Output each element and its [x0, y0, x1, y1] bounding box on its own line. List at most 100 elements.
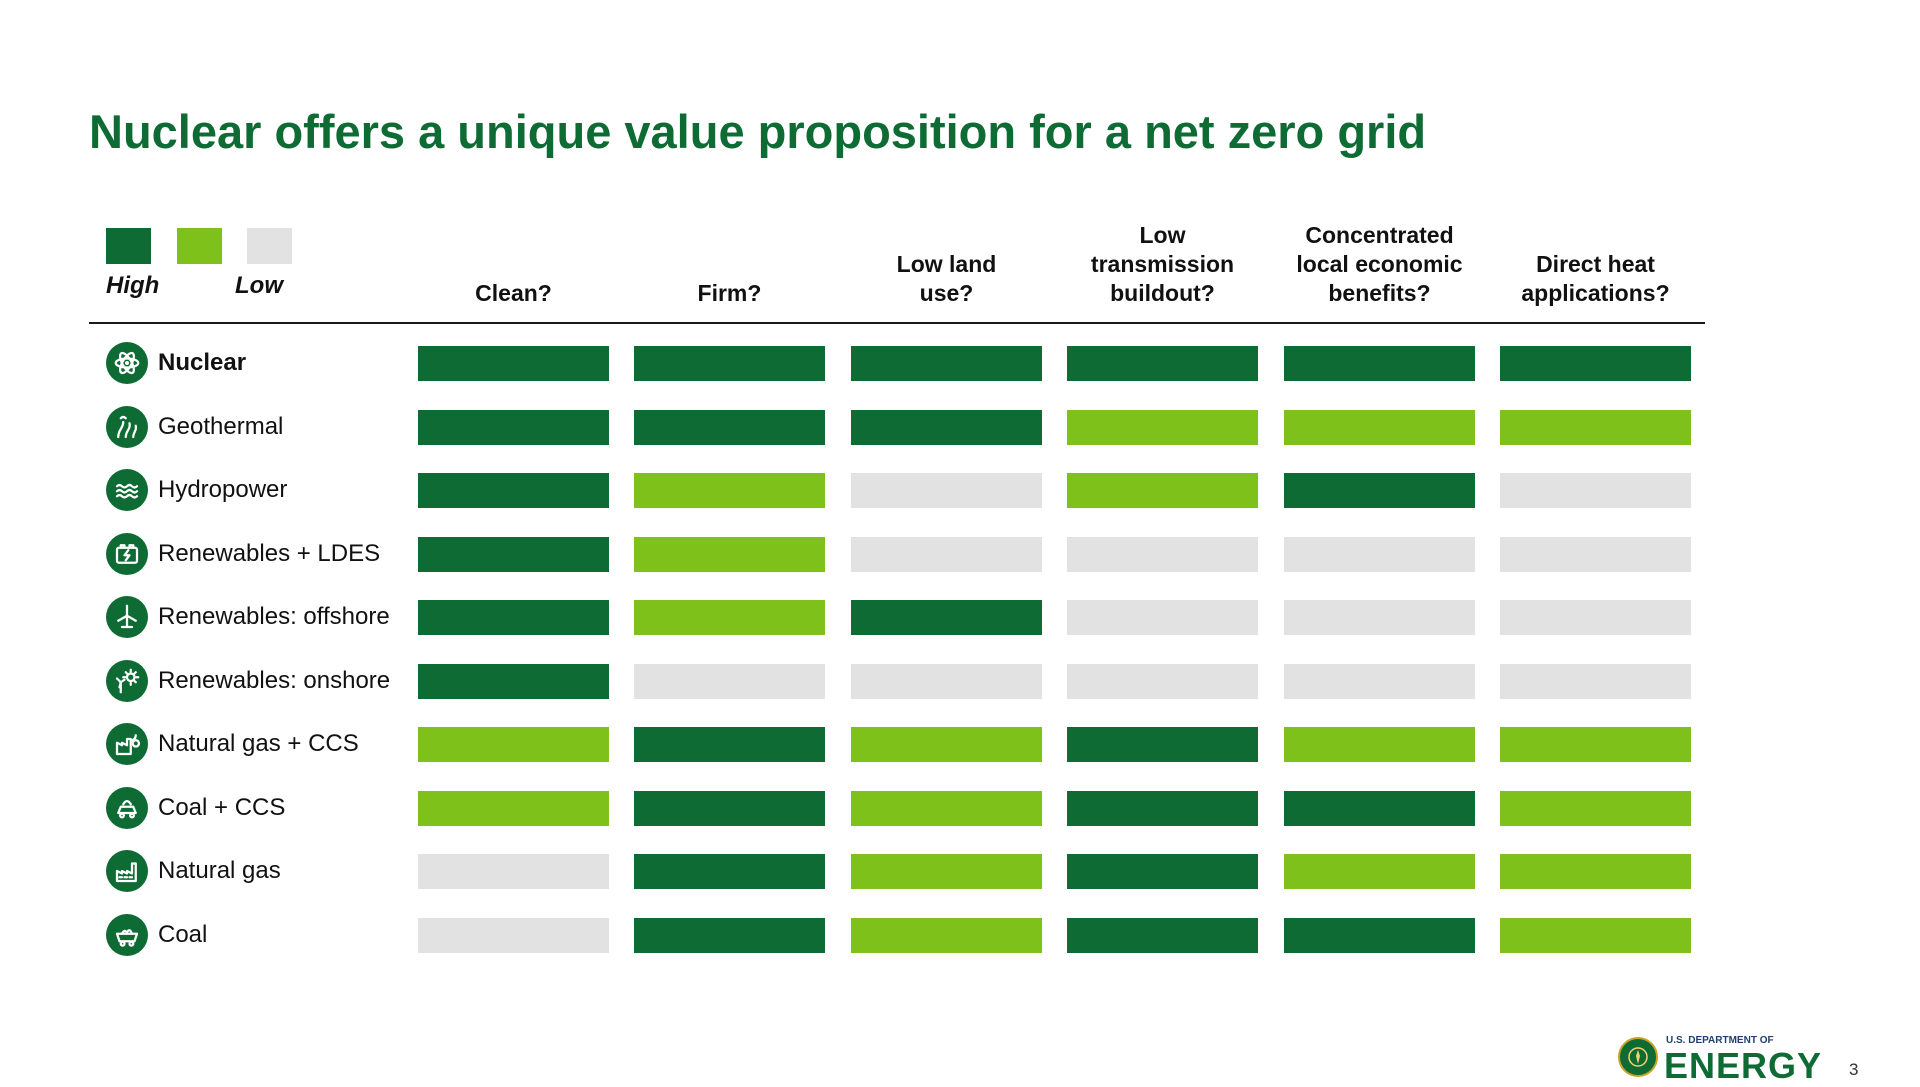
atom-icon — [106, 342, 148, 384]
doe-logo: U.S. DEPARTMENT OF ENERGY — [1618, 1031, 1821, 1086]
rating-cell — [418, 473, 609, 508]
rating-cell — [634, 790, 825, 826]
rating-cell — [1067, 536, 1258, 572]
coal-cart-icon — [106, 913, 148, 956]
rating-cell — [634, 346, 825, 381]
rating-cell — [1284, 600, 1475, 635]
row-label: Coal + CCS — [106, 785, 285, 831]
rating-cell — [1067, 600, 1258, 635]
legend-label-low: Low — [235, 272, 283, 299]
water-waves-icon — [106, 469, 148, 511]
factory-icon — [106, 850, 148, 892]
row-label-text: Renewables: onshore — [158, 666, 391, 694]
rating-cell — [1500, 346, 1691, 381]
rating-cell — [418, 727, 609, 762]
page-number: 3 — [1849, 1060, 1859, 1079]
row-label: Renewables + LDES — [106, 531, 380, 577]
coal-ccs-icon — [106, 786, 148, 829]
legend-swatch-high — [106, 228, 151, 264]
column-header: Firm? — [697, 280, 762, 306]
rating-cell — [418, 917, 609, 953]
rating-cell — [634, 600, 825, 635]
rating-cell — [1067, 663, 1258, 699]
rating-cell — [1067, 727, 1258, 762]
doe-logo-top-text: U.S. DEPARTMENT OF — [1666, 1035, 1774, 1046]
header-divider — [89, 322, 1705, 324]
row-label-text: Coal + CCS — [158, 793, 286, 821]
rating-cell — [851, 600, 1042, 635]
rating-cell — [418, 536, 609, 572]
column-header: Direct heat applications? — [1521, 251, 1670, 306]
row-label-text: Natural gas — [158, 857, 281, 884]
rating-cell — [851, 854, 1042, 889]
row-label-text: Renewables + LDES — [158, 539, 381, 567]
row-label: Nuclear — [106, 340, 246, 386]
row-label-text: Coal — [158, 920, 208, 948]
row-label: Natural gas — [106, 848, 281, 894]
column-headers: Clean? Firm? Low land use? Low transmission… — [0, 200, 1920, 308]
page-title: Nuclear offers a unique value propositio… — [89, 105, 1427, 158]
rating-cell — [1284, 854, 1475, 889]
rating-cell — [1284, 727, 1475, 762]
rating-cell — [1284, 473, 1475, 508]
rating-cell — [1284, 346, 1475, 381]
row-label-text: Hydropower — [158, 476, 288, 503]
rating-cell — [418, 346, 609, 381]
row-label-text: Renewables: offshore — [158, 603, 390, 630]
rating-cell — [1284, 409, 1475, 445]
rating-cell — [634, 917, 825, 953]
rating-cell — [1284, 790, 1475, 826]
rating-cell — [418, 409, 609, 445]
row-label: Coal — [106, 912, 207, 958]
row-label: Renewables: offshore — [106, 594, 390, 640]
rating-cell — [1500, 727, 1691, 762]
legend-swatch-medium — [177, 228, 222, 264]
rating-cell — [851, 473, 1042, 508]
row-label-text: Nuclear — [158, 349, 247, 376]
rating-cell — [418, 600, 609, 635]
rating-cell — [1500, 663, 1691, 699]
rating-cell — [634, 727, 825, 762]
column-header: Clean? — [475, 280, 552, 306]
column-header: Concentrated local economic benefits? — [1296, 222, 1463, 306]
battery-icon — [106, 532, 148, 575]
column-header: Low land use? — [896, 251, 997, 306]
rating-cell — [1067, 854, 1258, 889]
rating-cell — [1500, 854, 1691, 889]
rating-cell — [851, 663, 1042, 699]
rating-cell — [1284, 663, 1475, 699]
rating-cell — [418, 854, 609, 889]
rating-cell — [418, 663, 609, 699]
rating-cell — [634, 854, 825, 889]
legend-label-high: High — [106, 272, 160, 299]
rating-cell — [851, 409, 1042, 445]
rating-cell — [1500, 917, 1691, 953]
row-label-text: Natural gas + CCS — [158, 730, 359, 757]
column-header: Low transmission buildout? — [1090, 222, 1235, 306]
row-label: Renewables: onshore — [106, 658, 390, 704]
legend: High Low — [106, 228, 306, 308]
rating-cell — [1067, 346, 1258, 381]
row-label: Natural gas + CCS — [106, 721, 359, 767]
rating-cell — [851, 727, 1042, 762]
rating-cell — [1500, 473, 1691, 508]
rating-cell — [1067, 790, 1258, 826]
wind-solar-icon — [106, 659, 148, 702]
row-label: Geothermal — [106, 404, 283, 450]
rating-cell — [634, 663, 825, 699]
rating-cell — [1500, 790, 1691, 826]
rating-cell — [851, 536, 1042, 572]
rating-cell — [418, 790, 609, 826]
rating-cell — [851, 917, 1042, 953]
rating-cell — [1500, 409, 1691, 445]
rating-cell — [1500, 600, 1691, 635]
rating-cell — [1500, 536, 1691, 572]
rating-cell — [1067, 473, 1258, 508]
rating-cell — [1067, 917, 1258, 953]
geothermal-icon — [106, 405, 148, 448]
rating-cell — [1067, 409, 1258, 445]
wind-turbine-icon — [106, 596, 148, 638]
rating-cell — [634, 473, 825, 508]
rating-cell — [634, 409, 825, 445]
legend-swatch-low — [247, 228, 292, 264]
